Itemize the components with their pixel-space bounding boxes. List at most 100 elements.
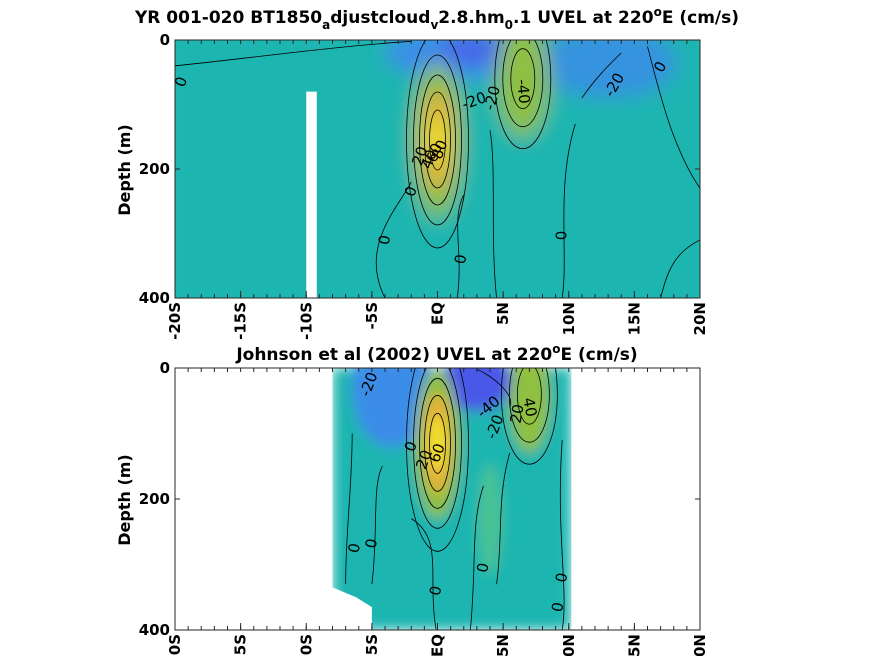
contour-label-8: 60 — [423, 141, 446, 165]
contour-label-8: 0 — [345, 542, 364, 555]
contour-necc-2 — [500, 368, 558, 465]
x-tick-label-8: 20N — [691, 302, 709, 335]
deep-jet — [478, 463, 502, 574]
mask-bottom-south — [332, 587, 372, 630]
contour-lines — [175, 40, 700, 298]
x-tick-label-6: 10N — [560, 634, 578, 656]
x-tick-label-1: -15S — [232, 634, 250, 656]
contour-zero-4 — [496, 453, 511, 585]
contour-label-13: 0 — [548, 601, 567, 614]
sec-south — [351, 368, 432, 448]
contour-euc-3 — [413, 54, 462, 226]
contour-necc-1 — [502, 40, 544, 128]
contour-label-9: 0 — [362, 537, 381, 550]
x-tick-label-2: -10S — [297, 302, 315, 340]
contour-zero-6 — [581, 52, 622, 99]
euc-core — [429, 113, 446, 166]
contour-zero-7 — [660, 239, 700, 298]
nec-band — [538, 40, 679, 99]
contour-zero-0 — [345, 433, 353, 585]
mask-east — [571, 368, 700, 630]
contour-necc-0 — [510, 48, 536, 110]
x-tick-label-6: 10N — [560, 302, 578, 335]
contour-euc-3 — [413, 368, 462, 529]
contour-necc-1 — [508, 368, 550, 443]
x-tick-label-1: -15S — [232, 302, 250, 340]
contour-euc-1 — [424, 394, 451, 492]
contour-euc-1 — [424, 91, 451, 189]
contour-euc-0 — [429, 412, 446, 474]
x-tick-label-8: 20N — [691, 634, 709, 656]
mask-west — [175, 368, 333, 630]
x-tick-label-0: -20S — [166, 302, 184, 340]
contour-label-4: 40 — [519, 396, 540, 418]
x-tick-label-0: -20S — [166, 634, 184, 656]
y-tick-label-0: 0 — [160, 359, 170, 377]
contour-zero-0 — [175, 40, 412, 67]
contour-zero-1 — [371, 466, 383, 585]
contour-label-11: 0 — [375, 234, 394, 247]
contour-label-13: 0 — [553, 231, 571, 241]
panel-bottom: Johnson et al (2002) UVEL at 220oE (cm/s… — [115, 342, 709, 656]
contour-label-9: 80 — [428, 137, 451, 161]
contour-zero-4 — [561, 123, 576, 298]
x-tick-label-3: -5S — [363, 634, 381, 656]
contour-euc-0 — [429, 109, 446, 171]
field-layer — [175, 40, 700, 298]
contour-label-7: 40 — [417, 147, 440, 171]
sec-core — [440, 40, 501, 64]
contour-euc-2 — [419, 377, 456, 509]
contour-zero-3 — [469, 485, 484, 630]
contour-label-11: 0 — [426, 584, 445, 597]
necc-core — [509, 368, 550, 453]
necc-core — [496, 40, 549, 137]
x-tick-label-3: -5S — [363, 302, 381, 329]
contour-necc-0 — [516, 368, 542, 425]
contour-euc-4 — [406, 368, 469, 552]
panel-top: YR 001-020 BT1850adjustcloudv2.8.hm0.1 U… — [115, 5, 739, 340]
bottom-ylabel: Depth (m) — [115, 454, 134, 546]
contour-label-6: 20 — [412, 447, 435, 471]
contour-zero-5 — [559, 440, 565, 630]
contour-zero-1 — [375, 181, 412, 298]
y-tick-label-1: 200 — [139, 160, 170, 178]
missing-data-band — [306, 91, 317, 298]
contour-euc-4 — [406, 40, 469, 249]
x-tick-label-4: EQ — [429, 634, 447, 656]
contour-zero-2 — [456, 194, 465, 298]
contour-zero-2 — [411, 518, 437, 630]
contour-label-7: 60 — [425, 441, 448, 465]
euc-core — [430, 415, 445, 472]
x-tick-label-7: 15N — [625, 302, 643, 335]
y-tick-label-2: 400 — [139, 289, 170, 307]
contour-zero-3 — [489, 130, 497, 298]
contour-label-3: -40 — [513, 79, 533, 105]
top-ylabel: Depth (m) — [115, 124, 134, 216]
y-tick-label-0: 0 — [160, 31, 170, 49]
top-title: YR 001-020 BT1850adjustcloudv2.8.hm0.1 U… — [134, 5, 739, 32]
bottom-title: Johnson et al (2002) UVEL at 220oE (cm/s… — [235, 342, 637, 365]
field-layer — [332, 368, 572, 630]
x-tick-label-5: 5N — [494, 302, 512, 325]
contour-label-6: 20 — [408, 144, 431, 168]
contour-label-2: -20 — [480, 84, 504, 112]
contour-label-10: 0 — [473, 561, 492, 574]
contour-lines — [345, 368, 565, 630]
contour-necc-2 — [494, 40, 552, 150]
contour-label-12: 0 — [451, 253, 470, 266]
x-tick-label-2: -10S — [297, 634, 315, 656]
y-tick-label-2: 400 — [139, 621, 170, 639]
contour-label-3: 20 — [507, 403, 528, 425]
contour-euc-2 — [419, 74, 456, 206]
x-tick-label-5: 5N — [494, 634, 512, 656]
x-tick-label-7: 15N — [625, 634, 643, 656]
y-tick-label-1: 200 — [139, 490, 170, 508]
contour-zero-5 — [647, 46, 700, 189]
contour-label-12: 0 — [552, 571, 571, 584]
sec-core — [441, 368, 512, 412]
